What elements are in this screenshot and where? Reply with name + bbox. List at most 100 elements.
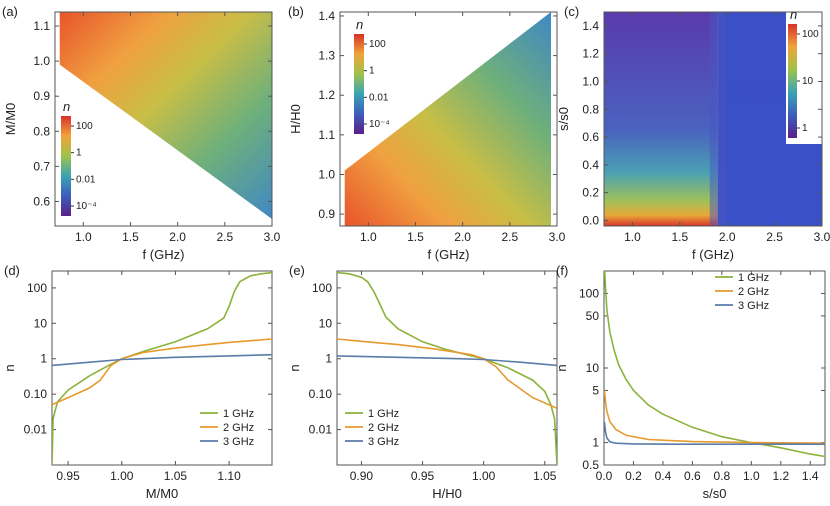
panel-label-d: (d)	[4, 263, 20, 278]
x-tick-label-d: 1.05	[164, 469, 188, 483]
y-tick-label-b: 1.1	[318, 128, 335, 142]
colorbar-label-b: 100	[369, 39, 386, 50]
colorbar-title-a: n	[63, 99, 70, 114]
colorbar-label-a: 10⁻⁴	[76, 201, 97, 212]
y-axis-label-a: M/M0	[3, 103, 18, 136]
y-tick-label-f: 50	[586, 309, 600, 323]
x-tick-label-a: 3.0	[264, 230, 281, 244]
panel-label-e: (e)	[289, 263, 305, 278]
y-tick-label-c: 0.4	[582, 158, 599, 172]
x-tick-label-b: 1.0	[360, 230, 377, 244]
y-tick-label-c: 0.2	[582, 186, 599, 200]
heatmap-region-b	[344, 12, 551, 226]
plot-frame-d	[51, 270, 273, 466]
x-tick-label-f: 0.4	[655, 469, 672, 483]
colorbar-a	[61, 116, 71, 216]
colorbar-label-b: 10⁻⁴	[369, 119, 390, 130]
legend-label-d-3: 3 GHz	[223, 436, 254, 448]
colorbar-label-b: 1	[369, 66, 375, 77]
x-tick-label-c: 3.0	[814, 230, 830, 244]
plot-frame-c	[603, 11, 823, 227]
y-tick-label-c: 1.4	[582, 19, 599, 33]
panel-label-c: (c)	[564, 4, 579, 19]
panel-label-a: (a)	[2, 4, 18, 19]
heatmap-region-a	[59, 12, 272, 219]
series-line-f-2	[604, 390, 825, 444]
legend-label-d-2: 2 GHz	[223, 422, 254, 434]
colorbar-title-b: n	[356, 17, 363, 32]
y-axis-label-b: H/H0	[288, 104, 303, 134]
y-tick-label-d: 0.10	[24, 387, 48, 401]
plot-frame-a	[54, 11, 273, 227]
series-line-f-1	[604, 271, 825, 458]
x-axis-label-a: f (GHz)	[143, 247, 185, 262]
x-tick-label-b: 1.5	[407, 230, 424, 244]
y-tick-label-a: 1.0	[33, 54, 50, 68]
x-axis-label-f: s/s0	[703, 486, 727, 501]
x-tick-label-f: 1.2	[772, 469, 789, 483]
series-line-e-2	[337, 338, 557, 410]
y-tick-label-b: 1.2	[318, 88, 335, 102]
y-axis-label-e: n	[287, 364, 302, 371]
series-line-e-1	[337, 271, 557, 465]
y-axis-label-f: n	[554, 364, 569, 371]
y-tick-label-e: 0.10	[309, 387, 333, 401]
colorbar-title-c: n	[790, 7, 797, 22]
legend-label-d-1: 1 GHz	[223, 408, 254, 420]
y-tick-label-d: 100	[27, 281, 47, 295]
y-tick-label-a: 0.6	[33, 194, 50, 208]
x-tick-label-d: 0.95	[56, 469, 80, 483]
legend-label-e-1: 1 GHz	[368, 408, 399, 420]
x-tick-label-f: 0.6	[684, 469, 701, 483]
x-tick-label-f: 0.8	[714, 469, 731, 483]
x-tick-label-a: 2.5	[216, 230, 233, 244]
y-tick-label-c: 0.6	[582, 130, 599, 144]
plot-frame-e	[336, 270, 558, 466]
y-tick-label-b: 0.9	[318, 207, 335, 221]
legend-label-f-2: 2 GHz	[738, 286, 769, 298]
colorbar-label-c: 100	[802, 29, 819, 40]
x-tick-label-e: 1.00	[472, 469, 496, 483]
y-tick-label-d: 10	[34, 316, 48, 330]
panel-e: 0.90 0.95 1.00 1.05 0.01 0.10 1 10 100 H/H0 n (e) 1 …	[287, 263, 558, 501]
y-axis-label-c: s/s0	[556, 107, 571, 131]
x-tick-label-b: 2.5	[501, 230, 518, 244]
x-tick-label-f: 1.4	[802, 469, 819, 483]
x-tick-label-a: 2.0	[169, 230, 186, 244]
series-line-d-3	[52, 353, 272, 367]
colorbar-label-c: 1	[802, 123, 808, 134]
x-tick-label-e: 0.95	[411, 469, 435, 483]
y-tick-label-c: 1.2	[582, 47, 599, 61]
x-axis-label-d: M/M0	[146, 486, 179, 501]
x-tick-label-b: 2.0	[454, 230, 471, 244]
colorbar-c	[788, 24, 797, 138]
plot-frame-f	[603, 270, 826, 466]
series-line-d-1	[52, 271, 272, 465]
plot-frame-b	[339, 11, 558, 227]
y-tick-label-d: 1	[40, 352, 47, 366]
y-tick-label-a: 0.7	[33, 159, 50, 173]
y-tick-label-b: 1.0	[318, 167, 335, 181]
x-axis-label-b: f (GHz)	[428, 247, 470, 262]
colorbar-label-a: 100	[76, 121, 93, 132]
series-line-e-3	[337, 355, 557, 367]
x-tick-label-c: 1.0	[624, 230, 641, 244]
y-axis-label-d: n	[2, 364, 17, 371]
colorbar-b	[354, 34, 364, 134]
panel-b: 1.0 1.5 2.0 2.5 3.0 0.9 1.0 1.1 1.2 1.3 1.4 f (GHz)…	[288, 4, 566, 262]
heatmap-transition-c	[709, 12, 726, 226]
x-tick-label-e: 0.90	[350, 469, 374, 483]
y-tick-label-e: 100	[312, 281, 332, 295]
colorbar-label-a: 1	[76, 148, 82, 159]
y-tick-label-c: 1.0	[582, 74, 599, 88]
x-axis-label-c: f (GHz)	[692, 247, 734, 262]
x-tick-label-e: 1.05	[533, 469, 557, 483]
x-tick-label-c: 2.5	[766, 230, 783, 244]
legend-label-e-3: 3 GHz	[368, 436, 399, 448]
series-line-d-2	[52, 338, 272, 406]
x-axis-label-e: H/H0	[432, 486, 462, 501]
y-tick-label-f: 10	[586, 361, 600, 375]
x-tick-label-f: 0.2	[625, 469, 642, 483]
panel-f: 0.0 0.2 0.4 0.6 0.8 1.0 1.2 1.4 0.5 1 5 10 50 100 s/s0…	[554, 263, 826, 501]
